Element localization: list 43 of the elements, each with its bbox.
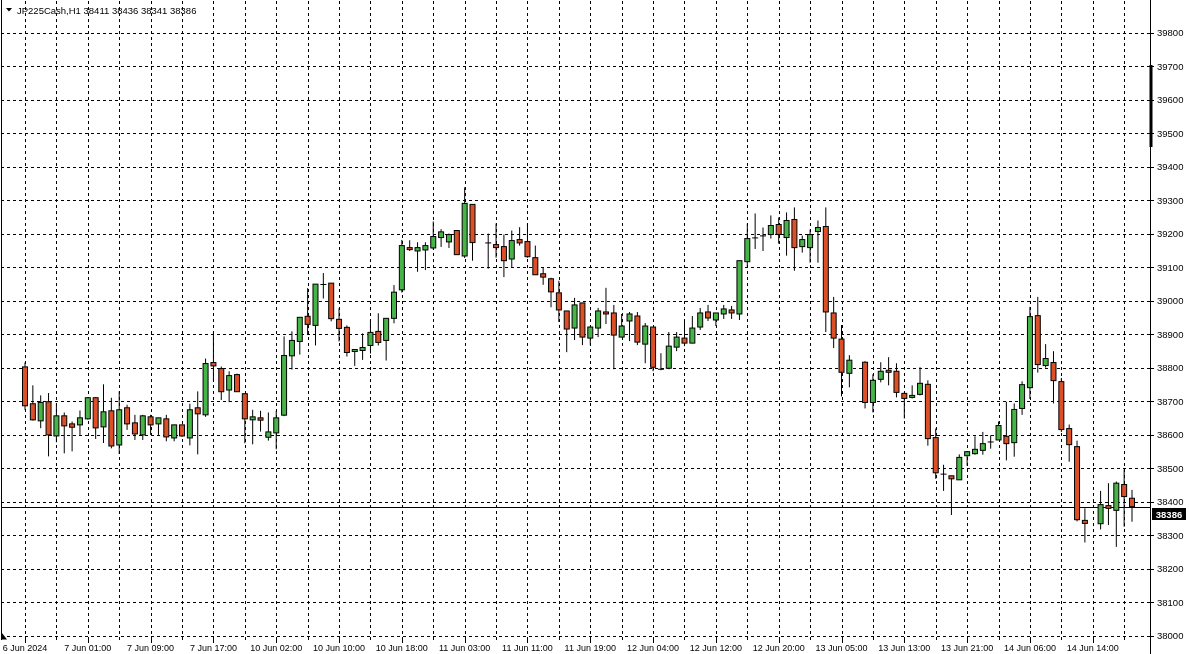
y-tick-label: 39400 (1157, 161, 1184, 173)
y-tick-label: 38100 (1157, 596, 1184, 608)
candlestick (705, 304, 712, 322)
y-tick-label: 38300 (1157, 529, 1184, 541)
x-tick-label: 10 Jun 18:00 (375, 643, 428, 653)
x-tick-label: 6 Jun 2024 (2, 643, 48, 653)
x-tick-label: 7 Jun 17:00 (189, 643, 237, 653)
x-tick-label: 14 Jun 14:00 (1066, 643, 1119, 653)
x-tick-label: 12 Jun 20:00 (752, 643, 805, 653)
x-tick-label: 7 Jun 01:00 (64, 643, 112, 653)
x-tick-label: 13 Jun 21:00 (941, 643, 994, 653)
x-tick-label: 11 Jun 19:00 (564, 643, 616, 653)
y-tick-label: 39500 (1157, 127, 1184, 139)
x-tick-label: 11 Jun 11:00 (502, 643, 553, 653)
y-tick-label: 38000 (1157, 630, 1184, 642)
y-tick-label: 39000 (1157, 295, 1184, 307)
x-tick-label: 12 Jun 04:00 (627, 643, 680, 653)
y-tick-label: 39800 (1157, 27, 1184, 39)
y-tick-label: 38400 (1157, 496, 1184, 508)
y-tick-label: 38600 (1157, 429, 1184, 441)
x-tick-label: 10 Jun 02:00 (250, 643, 303, 653)
candlestick (697, 307, 704, 331)
candlestick (124, 404, 131, 431)
y-tick-label: 39100 (1157, 261, 1184, 273)
y-tick-label: 39700 (1157, 60, 1184, 72)
ref-line-label: 38386 (1155, 508, 1183, 520)
x-tick-label: 10 Jun 10:00 (313, 643, 366, 653)
y-tick-label: 39600 (1157, 94, 1184, 106)
x-tick-label: 14 Jun 06:00 (1003, 643, 1056, 653)
x-tick-label: 13 Jun 05:00 (815, 643, 868, 653)
candlestick (964, 451, 971, 467)
x-tick-label: 11 Jun 03:00 (438, 643, 491, 653)
y-tick-label: 38900 (1157, 328, 1184, 340)
y-tick-label: 39300 (1157, 194, 1184, 206)
y-tick-label: 38500 (1157, 462, 1184, 474)
x-tick-label: 7 Jun 09:00 (127, 643, 175, 653)
x-tick-label: 12 Jun 12:00 (689, 643, 742, 653)
y-tick-label: 38800 (1157, 362, 1184, 374)
y-tick-label: 38200 (1157, 563, 1184, 575)
chart-title: JP225Cash,H1 38411 38436 38341 38386 (17, 4, 197, 16)
y-tick-label: 38700 (1157, 395, 1184, 407)
y-tick-label: 39200 (1157, 228, 1184, 240)
x-tick-label: 13 Jun 13:00 (878, 643, 931, 653)
